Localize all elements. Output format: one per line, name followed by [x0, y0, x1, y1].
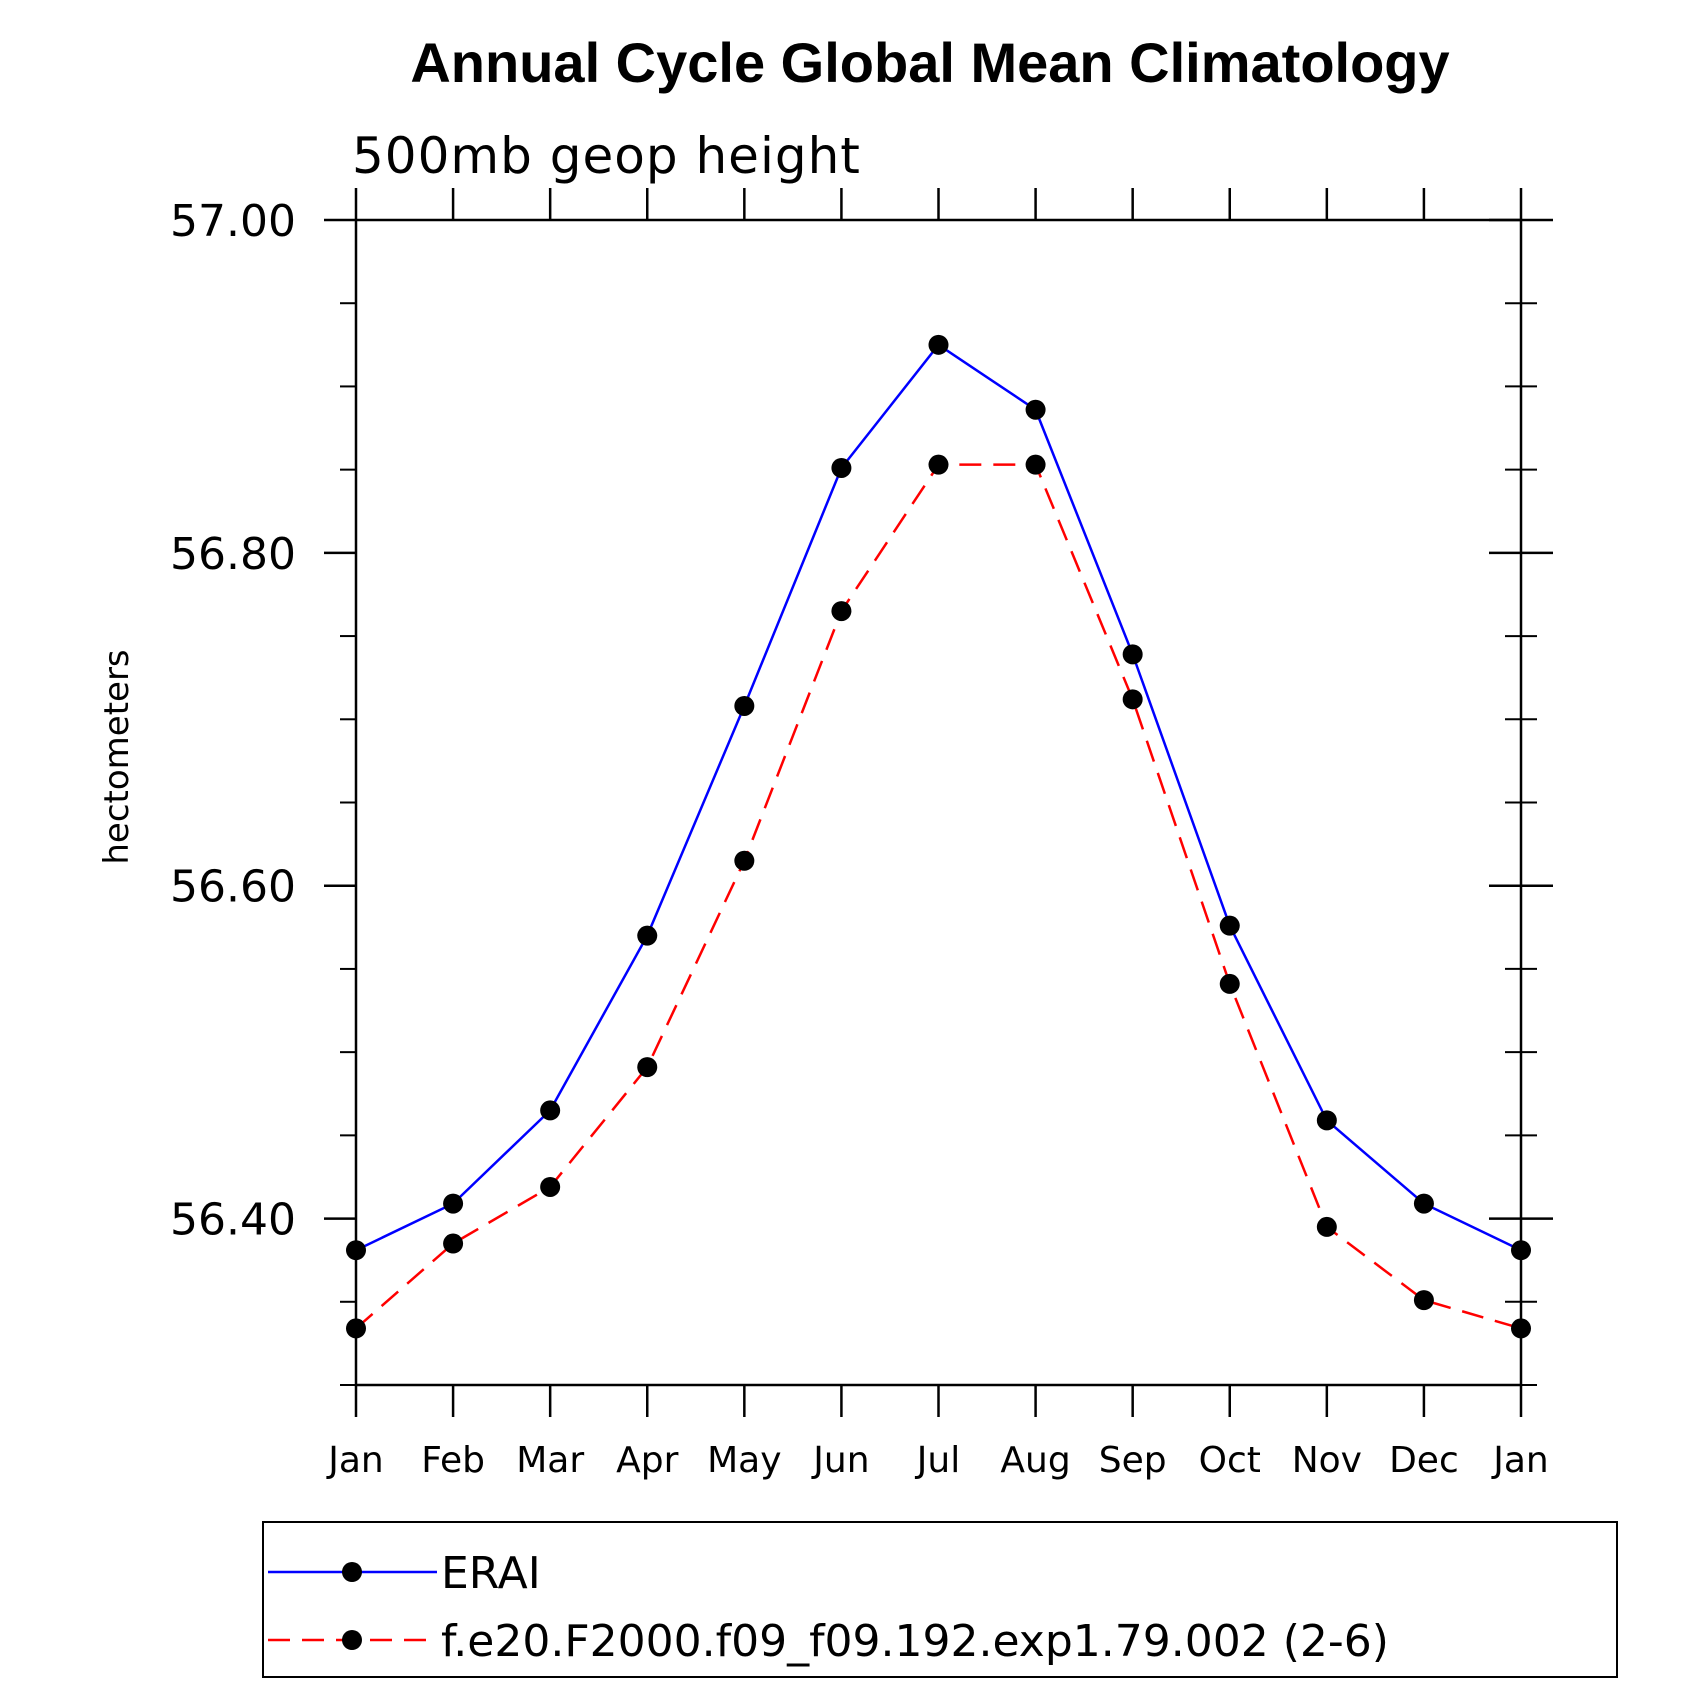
data-point-series-2: [1413, 1290, 1434, 1311]
legend-marker-2: [342, 1630, 362, 1650]
data-point-series-2: [1025, 454, 1046, 475]
data-point-series-2: [1219, 973, 1240, 994]
data-point-series-1: [734, 695, 755, 716]
data-point-series-1: [637, 925, 658, 946]
x-tick-label: Apr: [616, 1440, 678, 1481]
data-point-series-2: [1316, 1216, 1337, 1237]
legend: ERAI f.e20.F2000.f09_f09.192.exp1.79.002 …: [262, 1521, 1618, 1678]
y-tick-label: 56.60: [170, 862, 296, 913]
x-tick-label: Jan: [326, 1440, 384, 1481]
plot-frame: [354, 218, 1523, 1387]
y-tick-label: 57.00: [170, 196, 296, 247]
data-point-series-1: [1413, 1193, 1434, 1214]
data-point-series-2: [540, 1176, 561, 1197]
y-tick-label: 56.80: [170, 529, 296, 580]
chart-subtitle: 500mb geop height: [352, 127, 861, 185]
x-tick-label: Aug: [1000, 1440, 1070, 1481]
tick-layer: Jan Feb Mar Apr May Jun Jul Aug Sep Oct Nov Dec Jan 5…: [170, 188, 1553, 1481]
legend-label-1: ERAI: [441, 1548, 541, 1599]
x-tick-label: Oct: [1199, 1440, 1261, 1481]
legend-box: [262, 1521, 1618, 1678]
data-point-series-1: [928, 334, 949, 355]
series-line-1: [355, 343, 1522, 1252]
x-tick-label: May: [707, 1440, 781, 1481]
x-tick-label: Dec: [1389, 1440, 1459, 1481]
data-point-series-2: [734, 850, 755, 871]
data-point-series-2: [831, 601, 852, 622]
x-tick-label: Nov: [1292, 1440, 1362, 1481]
y-axis-label: hectometers: [97, 649, 137, 864]
x-tick-label: Mar: [516, 1440, 584, 1481]
legend-marker-1: [342, 1562, 362, 1582]
x-tick-label: Jul: [915, 1440, 960, 1481]
x-tick-label: Jan: [1491, 1440, 1549, 1481]
data-point-series-1: [540, 1100, 561, 1121]
series-layer: [346, 334, 1531, 1339]
chart-title: Annual Cycle Global Mean Climatology: [410, 31, 1449, 94]
y-tick-label: 56.40: [170, 1195, 296, 1246]
data-point-series-1: [1219, 915, 1240, 936]
data-point-series-2: [1122, 689, 1143, 710]
series-line-2: [355, 463, 1522, 1330]
data-point-series-1: [443, 1193, 464, 1214]
data-point-series-2: [637, 1057, 658, 1078]
data-point-series-1: [1025, 399, 1046, 420]
x-tick-label: Jun: [811, 1440, 869, 1481]
x-tick-label: Sep: [1099, 1440, 1167, 1481]
data-point-series-2: [928, 454, 949, 475]
data-point-series-1: [1122, 644, 1143, 665]
x-tick-label: Feb: [421, 1440, 485, 1481]
data-point-series-1: [1316, 1110, 1337, 1131]
data-point-series-1: [831, 457, 852, 478]
data-point-series-2: [443, 1233, 464, 1254]
legend-label-2: f.e20.F2000.f09_f09.192.exp1.79.002 (2-6…: [441, 1616, 1389, 1667]
